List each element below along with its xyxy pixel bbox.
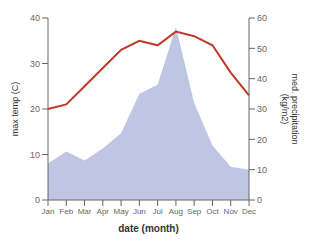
svg-text:Jul: Jul bbox=[153, 207, 163, 216]
svg-text:Jan: Jan bbox=[42, 207, 55, 216]
svg-text:Oct: Oct bbox=[206, 207, 219, 216]
svg-text:50: 50 bbox=[257, 44, 267, 54]
svg-text:med. precipitation(kg/m2): med. precipitation(kg/m2) bbox=[280, 73, 300, 144]
svg-text:max temp (C): max temp (C) bbox=[10, 82, 20, 137]
svg-text:20: 20 bbox=[257, 135, 267, 145]
svg-text:0: 0 bbox=[35, 195, 40, 205]
svg-text:30: 30 bbox=[30, 59, 40, 69]
svg-text:Mar: Mar bbox=[78, 207, 92, 216]
svg-text:Aug: Aug bbox=[169, 207, 183, 216]
svg-text:40: 40 bbox=[257, 74, 267, 84]
svg-text:40: 40 bbox=[30, 13, 40, 23]
svg-text:60: 60 bbox=[257, 13, 267, 23]
svg-text:10: 10 bbox=[257, 165, 267, 175]
svg-text:30: 30 bbox=[257, 104, 267, 114]
svg-text:date (month): date (month) bbox=[118, 223, 179, 234]
svg-text:20: 20 bbox=[30, 104, 40, 114]
svg-text:Apr: Apr bbox=[97, 207, 110, 216]
svg-text:0: 0 bbox=[257, 195, 262, 205]
svg-text:Jun: Jun bbox=[133, 207, 146, 216]
svg-text:Feb: Feb bbox=[59, 207, 73, 216]
svg-text:Nov: Nov bbox=[224, 207, 238, 216]
svg-text:Dec: Dec bbox=[242, 207, 256, 216]
svg-text:May: May bbox=[114, 207, 129, 216]
svg-text:10: 10 bbox=[30, 150, 40, 160]
svg-text:Sep: Sep bbox=[187, 207, 202, 216]
